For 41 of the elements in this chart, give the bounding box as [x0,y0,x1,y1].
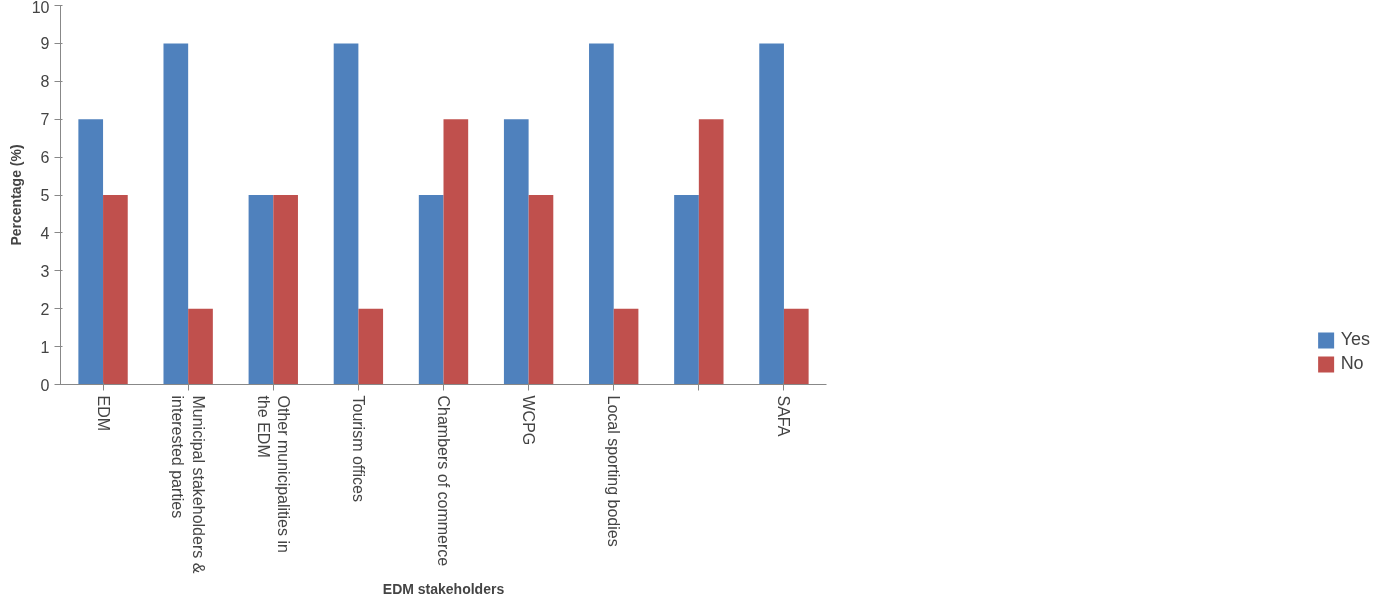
bar [443,119,469,385]
bar [333,43,359,385]
x-tick-label: WCPG [520,395,538,446]
bar [358,308,384,385]
bar [503,119,529,385]
bar [674,195,699,385]
x-tick-label: Municipal stakeholders & interested parties [169,395,207,574]
y-tick-label: 2 [40,300,50,318]
bar [188,308,213,385]
x-tick-label: Tourism offices [349,395,367,502]
legend-label: No [1340,353,1364,374]
y-tick-label: 9 [40,35,50,53]
y-tick-label: 3 [40,262,50,280]
bar [78,119,104,385]
y-tick-label: 0 [40,376,50,394]
legend-label: Yes [1340,329,1370,350]
y-tick-label: 5 [40,187,50,204]
bar [273,195,298,385]
bar [248,195,274,385]
x-axis-title: EDM stakeholders [382,581,505,598]
bar [528,195,554,385]
x-tick-label: Other municipalities in the EDM [254,395,292,553]
x-tick-label: Local sporting bodies [605,395,623,547]
bar [418,195,444,385]
y-tick-label: 10 [31,0,50,16]
bar [759,43,784,385]
bar [613,308,639,385]
y-tick-label: 4 [40,224,50,242]
bar [163,43,189,385]
x-tick-label: SAFA [775,395,793,437]
y-tick-label: 7 [40,111,50,129]
y-axis-title: Percentage (%) [7,144,24,246]
bar [103,195,128,385]
y-tick-label: 6 [40,149,50,167]
x-tick-label: EDM [94,395,112,432]
bar [698,119,724,385]
y-tick-label: 8 [40,73,50,91]
y-tick-label: 1 [40,338,50,356]
bar [589,43,614,385]
x-tick-label: Chambers of commerce [435,395,452,567]
bar [783,308,809,385]
